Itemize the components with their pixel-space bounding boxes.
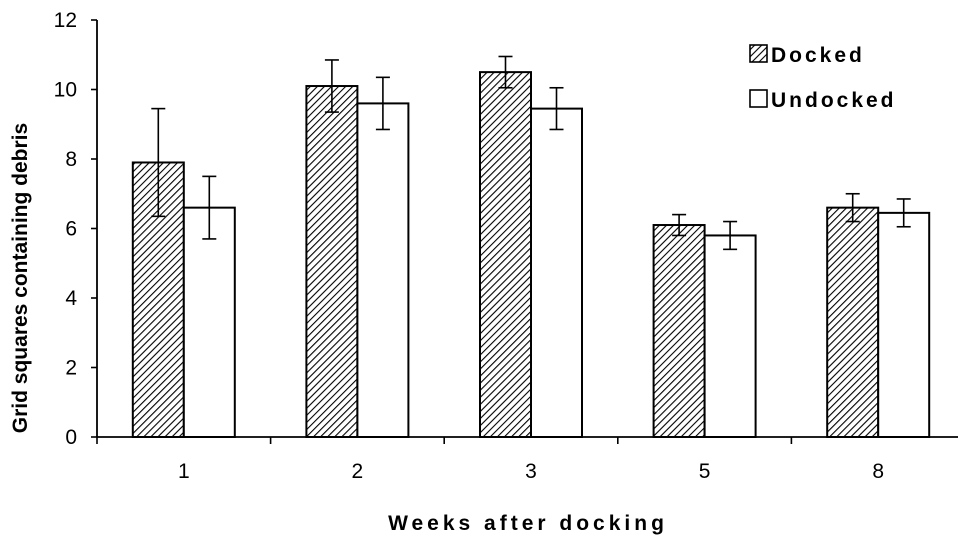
bar-docked-2 [305, 85, 359, 439]
y-axis-title: Grid squares containing debris [9, 123, 32, 433]
legend-label-undocked: Undocked [771, 89, 897, 112]
legend-label-docked: Docked [771, 44, 865, 67]
y-tick-label: 4 [65, 287, 77, 310]
legend: Docked Undocked [749, 44, 897, 112]
bar-undocked-3 [530, 107, 583, 439]
x-tick-label-8: 8 [872, 460, 884, 483]
x-tick-label-2: 2 [352, 460, 364, 483]
bar-undocked-2 [356, 102, 410, 439]
y-tick-label: 2 [65, 357, 77, 380]
bar-docked-3 [479, 71, 532, 438]
legend-swatch-undocked [749, 89, 768, 108]
x-tick-label-1: 1 [178, 460, 190, 483]
bar-undocked-8 [877, 211, 931, 438]
bar-undocked-5 [703, 234, 757, 438]
x-axis-title: Weeks after docking [388, 512, 668, 535]
bar-undocked-1 [182, 206, 236, 438]
bar-docked-8 [826, 206, 880, 438]
axes [91, 19, 958, 444]
y-tick-label: 10 [54, 79, 77, 102]
y-tick-label: 0 [65, 426, 77, 449]
bars-group [131, 55, 931, 439]
x-tick-label-3: 3 [525, 460, 537, 483]
x-tick-label-5: 5 [699, 460, 711, 483]
bar-docked-5 [652, 224, 706, 438]
legend-swatch-docked [749, 44, 768, 63]
y-tick-label: 8 [65, 148, 77, 171]
y-tick-label: 12 [54, 9, 77, 32]
y-tick-label: 6 [65, 218, 77, 241]
